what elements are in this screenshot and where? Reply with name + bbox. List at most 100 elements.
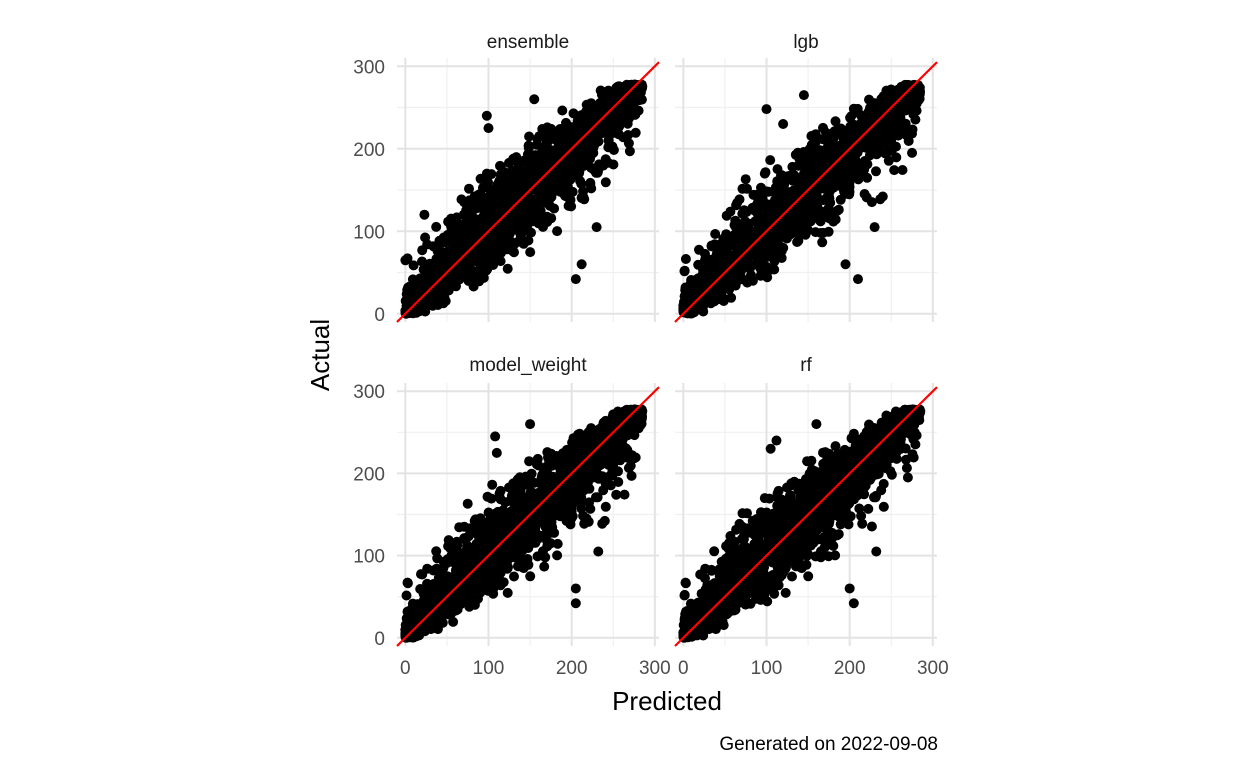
point	[792, 237, 803, 247]
point	[494, 488, 505, 499]
facet-panel-rf: rf	[674, 355, 938, 647]
outlier-point	[545, 538, 556, 549]
point	[422, 267, 433, 278]
point	[549, 203, 560, 214]
point	[552, 550, 563, 561]
point	[442, 247, 453, 257]
point	[769, 264, 780, 275]
point	[901, 454, 912, 465]
point	[607, 101, 618, 112]
point	[438, 232, 449, 243]
point	[497, 552, 508, 563]
point	[463, 219, 474, 230]
point	[440, 558, 451, 569]
point-cloud	[400, 79, 648, 319]
point	[509, 517, 520, 528]
point	[782, 228, 793, 239]
point	[581, 106, 591, 117]
point	[552, 501, 563, 511]
outlier-point	[907, 147, 918, 158]
point	[495, 169, 506, 180]
point	[419, 209, 430, 220]
point	[464, 183, 474, 194]
point	[585, 179, 596, 190]
point	[546, 123, 557, 134]
point	[522, 210, 533, 221]
point	[835, 194, 846, 205]
point	[487, 560, 497, 571]
point	[823, 194, 834, 205]
point	[611, 489, 622, 500]
point	[747, 275, 758, 286]
point	[765, 155, 776, 166]
point	[557, 105, 568, 116]
point	[512, 236, 523, 247]
point	[613, 477, 624, 487]
point	[818, 122, 828, 133]
point	[509, 247, 519, 258]
point	[594, 460, 605, 471]
point	[600, 501, 611, 512]
outlier-point	[626, 470, 637, 481]
point	[810, 141, 821, 152]
point	[448, 616, 459, 627]
point	[746, 233, 757, 244]
point	[474, 245, 484, 256]
point	[883, 155, 894, 166]
point	[454, 273, 465, 284]
point	[591, 492, 601, 503]
point	[554, 137, 565, 148]
point	[850, 161, 861, 172]
point	[805, 159, 816, 170]
point	[784, 171, 795, 181]
point	[544, 177, 555, 188]
point	[534, 131, 545, 142]
point	[585, 441, 596, 452]
point	[825, 151, 836, 162]
point	[525, 247, 536, 258]
point	[411, 291, 422, 302]
point	[568, 436, 579, 447]
point	[522, 171, 533, 182]
point	[512, 474, 523, 485]
point	[415, 584, 426, 594]
outlier-point	[852, 274, 863, 285]
point	[555, 186, 566, 197]
point	[753, 209, 764, 219]
point	[459, 533, 470, 544]
point	[731, 274, 742, 285]
point	[712, 290, 723, 301]
point	[581, 513, 592, 524]
point	[600, 154, 611, 165]
reference-line	[674, 61, 938, 323]
point	[616, 116, 627, 127]
point	[584, 497, 595, 508]
point	[581, 139, 592, 150]
point	[808, 150, 819, 161]
point	[766, 250, 777, 261]
point	[401, 590, 412, 601]
point	[530, 210, 541, 221]
point	[408, 260, 419, 271]
point	[457, 564, 468, 575]
point	[690, 280, 701, 291]
point	[736, 237, 747, 248]
point	[683, 293, 694, 304]
outlier-point	[761, 104, 772, 115]
outlier-point	[483, 123, 494, 134]
facet-title: lgb	[793, 32, 818, 53]
point	[567, 446, 578, 457]
point	[497, 522, 508, 533]
point	[482, 491, 493, 502]
point	[602, 472, 613, 483]
point	[734, 194, 745, 205]
point	[855, 110, 866, 121]
point	[875, 128, 886, 139]
point	[541, 474, 552, 485]
point	[864, 133, 875, 144]
point	[845, 122, 856, 132]
point	[871, 166, 881, 177]
point	[475, 227, 486, 238]
